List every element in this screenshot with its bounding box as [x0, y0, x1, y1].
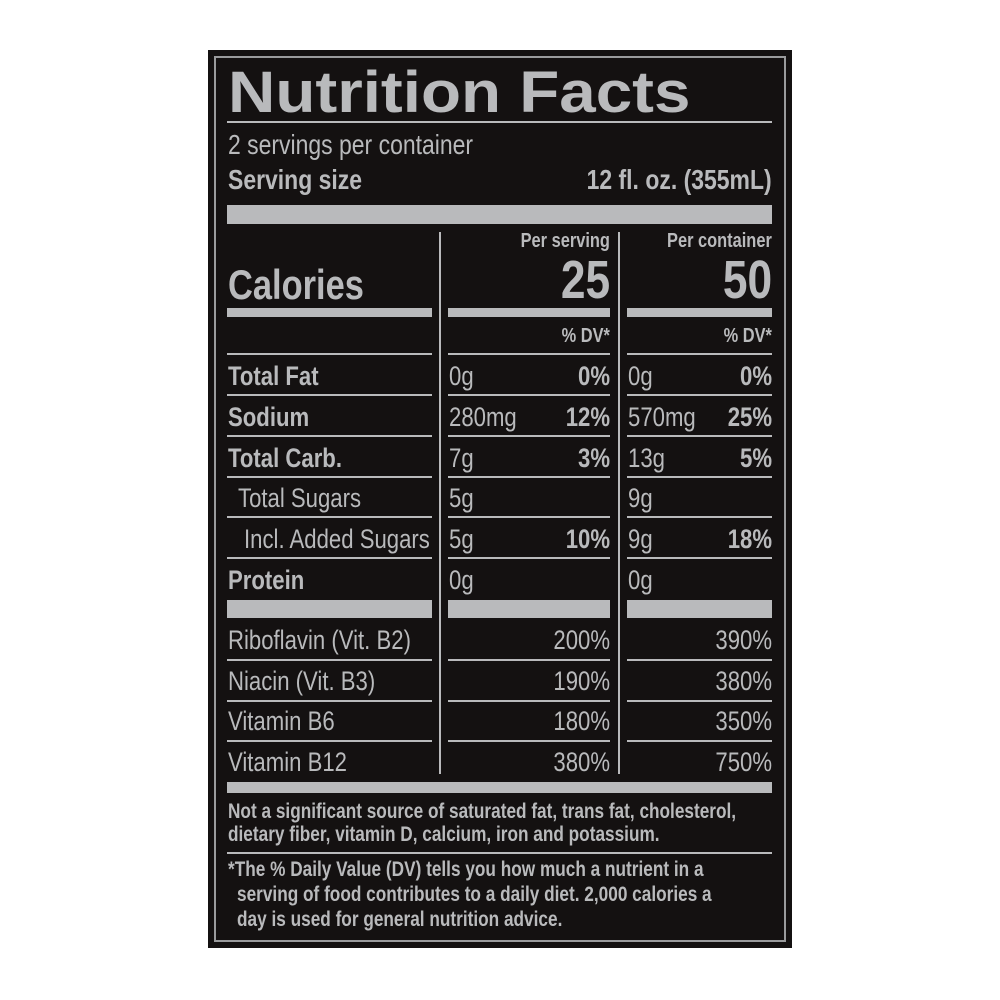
nutrient-name: Total Fat	[228, 361, 319, 391]
bar	[448, 600, 610, 618]
per-serving-amount: 7g	[449, 442, 474, 473]
per-serving-dv: 200%	[553, 625, 610, 655]
row-line	[227, 740, 432, 742]
per-container-dv: 0%	[739, 361, 772, 391]
per-serving-header: Per serving	[520, 230, 610, 252]
row-line	[448, 740, 610, 742]
per-container-dv: 390%	[715, 625, 772, 655]
bar	[227, 308, 432, 317]
per-serving-amount: 0g	[449, 565, 474, 595]
row-line	[627, 516, 772, 519]
serving-size-label: Serving size	[228, 164, 362, 195]
nutrient-name: Incl. Added Sugars	[244, 524, 430, 555]
row-line	[227, 699, 432, 702]
row-line	[627, 353, 772, 355]
not-significant-note: Not a significant source of saturated fa…	[228, 800, 737, 823]
vitamin-name: Riboflavin (Vit. B2)	[228, 625, 411, 655]
row-line	[627, 699, 772, 702]
per-container-dv: 750%	[715, 746, 772, 777]
nutrient-name: Total Sugars	[238, 483, 362, 514]
nutrition-facts-label	[208, 50, 792, 948]
thick-bar	[227, 782, 772, 793]
per-serving-amount: 5g	[449, 483, 474, 514]
bar	[448, 308, 610, 317]
per-container-amount: 9g	[628, 483, 653, 514]
per-container-amount: 13g	[628, 442, 665, 473]
per-serving-dv: 10%	[565, 524, 610, 555]
bar	[627, 308, 772, 317]
per-serving-dv: 180%	[553, 706, 610, 736]
row-line	[227, 353, 432, 355]
per-serving-amount: 280mg	[449, 401, 517, 432]
per-serving-amount: 5g	[449, 524, 474, 555]
row-line	[448, 475, 610, 478]
row-line	[227, 557, 432, 560]
dv-header: % DV*	[723, 325, 772, 347]
serving-size-value: 12 fl. oz. (355mL)	[586, 164, 772, 195]
row-line	[227, 659, 432, 661]
row-line	[227, 434, 432, 437]
row-line	[448, 394, 610, 396]
row-line	[627, 434, 772, 437]
servings-per-container: 2 servings per container	[228, 129, 474, 160]
daily-value-footnote: *The % Daily Value (DV) tells you how mu…	[228, 858, 704, 881]
row-line	[227, 516, 432, 519]
calories-per-container: 50	[722, 250, 772, 310]
row-line	[627, 394, 772, 396]
per-serving-dv: 380%	[553, 746, 610, 777]
per-container-amount: 570mg	[628, 401, 696, 432]
row-line	[627, 740, 772, 742]
dv-header: % DV*	[561, 325, 610, 347]
calories-per-serving: 25	[560, 250, 610, 310]
label-border	[214, 56, 786, 942]
nutrient-name: Sodium	[228, 401, 310, 432]
row-line	[448, 557, 610, 560]
thick-bar	[227, 205, 772, 224]
not-significant-note: dietary fiber, vitamin D, calcium, iron …	[228, 823, 660, 846]
per-container-dv: 25%	[727, 401, 772, 432]
title: Nutrition Facts	[228, 60, 691, 125]
divider	[227, 121, 772, 123]
per-container-dv: 350%	[715, 706, 772, 736]
nutrient-name: Protein	[228, 565, 305, 595]
per-serving-dv: 0%	[577, 361, 610, 391]
row-line	[227, 394, 432, 396]
per-container-dv: 5%	[739, 442, 772, 473]
row-line	[448, 659, 610, 661]
per-container-dv: 380%	[715, 665, 772, 696]
column-divider	[439, 232, 441, 774]
vitamin-name: Vitamin B6	[228, 706, 335, 736]
per-container-amount: 0g	[628, 361, 653, 391]
daily-value-footnote: day is used for general nutrition advice…	[237, 908, 563, 931]
divider	[227, 852, 772, 854]
bar	[227, 600, 432, 618]
per-container-amount: 9g	[628, 524, 653, 555]
calories-label: Calories	[228, 261, 364, 308]
bar	[627, 600, 772, 618]
per-serving-amount: 0g	[449, 361, 474, 391]
row-line	[448, 353, 610, 355]
row-line	[627, 659, 772, 661]
row-line	[448, 516, 610, 519]
per-serving-dv: 190%	[553, 665, 610, 696]
row-line	[627, 557, 772, 560]
vitamin-name: Niacin (Vit. B3)	[228, 665, 376, 696]
per-container-header: Per container	[667, 230, 772, 252]
per-container-amount: 0g	[628, 565, 653, 595]
row-line	[227, 475, 432, 478]
daily-value-footnote: serving of food contributes to a daily d…	[237, 883, 712, 906]
row-line	[448, 434, 610, 437]
per-serving-dv: 3%	[577, 442, 610, 473]
row-line	[627, 475, 772, 478]
nutrient-name: Total Carb.	[228, 442, 342, 473]
row-line	[448, 699, 610, 702]
column-divider	[618, 232, 620, 774]
per-serving-dv: 12%	[565, 401, 610, 432]
vitamin-name: Vitamin B12	[228, 746, 347, 777]
per-container-dv: 18%	[727, 524, 772, 555]
